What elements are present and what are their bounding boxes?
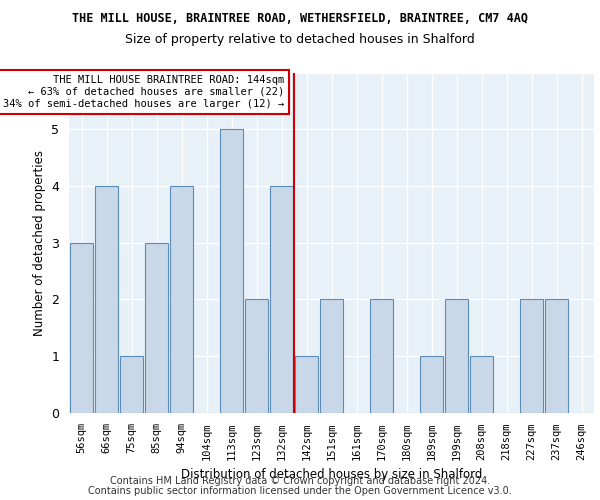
Bar <box>95 186 118 412</box>
Text: Size of property relative to detached houses in Shalford: Size of property relative to detached ho… <box>125 32 475 46</box>
Bar <box>270 186 293 412</box>
Bar <box>295 356 318 412</box>
Bar <box>120 356 143 412</box>
Bar <box>445 299 468 412</box>
Bar <box>370 299 393 412</box>
Bar <box>470 356 493 412</box>
Bar <box>170 186 193 412</box>
Bar <box>245 299 268 412</box>
Text: Contains HM Land Registry data © Crown copyright and database right 2024.: Contains HM Land Registry data © Crown c… <box>110 476 490 486</box>
Bar <box>145 242 168 412</box>
Bar <box>70 242 93 412</box>
Bar <box>320 299 343 412</box>
Bar <box>220 129 243 412</box>
Text: Contains public sector information licensed under the Open Government Licence v3: Contains public sector information licen… <box>88 486 512 496</box>
Bar <box>520 299 543 412</box>
Y-axis label: Number of detached properties: Number of detached properties <box>33 150 46 336</box>
Bar <box>545 299 568 412</box>
X-axis label: Distribution of detached houses by size in Shalford: Distribution of detached houses by size … <box>181 468 482 481</box>
Text: THE MILL HOUSE, BRAINTREE ROAD, WETHERSFIELD, BRAINTREE, CM7 4AQ: THE MILL HOUSE, BRAINTREE ROAD, WETHERSF… <box>72 12 528 26</box>
Bar <box>420 356 443 412</box>
Text: THE MILL HOUSE BRAINTREE ROAD: 144sqm
← 63% of detached houses are smaller (22)
: THE MILL HOUSE BRAINTREE ROAD: 144sqm ← … <box>3 76 284 108</box>
